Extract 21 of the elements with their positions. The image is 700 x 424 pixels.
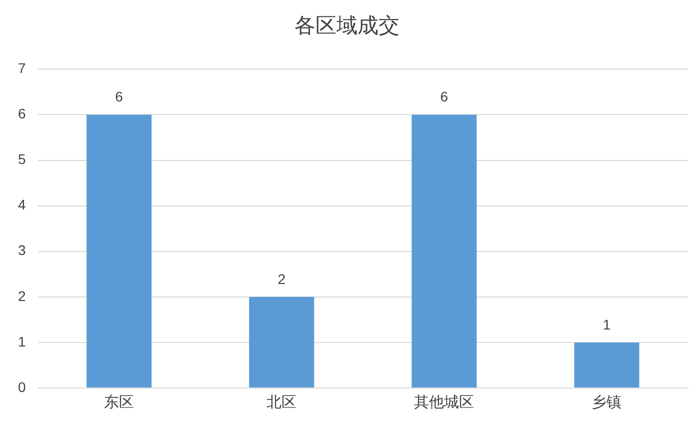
y-tick-label: 3 [18, 242, 26, 258]
y-tick-label: 1 [18, 333, 26, 350]
data-label: 1 [602, 316, 611, 332]
data-label: 6 [440, 88, 448, 105]
y-tick-label: 6 [18, 106, 26, 122]
y-tick-label: 4 [18, 196, 26, 213]
data-label: 6 [115, 88, 124, 105]
bar [412, 114, 477, 388]
y-tick-label: 7 [18, 60, 26, 76]
bar [249, 296, 314, 388]
x-tick-label: 其他城区 [414, 394, 474, 412]
y-tick-label: 5 [18, 151, 26, 168]
bar [574, 342, 640, 388]
x-tick-label: 乡镇 [592, 394, 622, 412]
data-label: 2 [278, 270, 286, 287]
bar [86, 114, 152, 388]
x-tick-label: 北区 [266, 394, 297, 412]
y-tick-label: 2 [18, 288, 26, 304]
x-tick-label: 东区 [104, 394, 134, 412]
y-tick-label: 0 [18, 378, 26, 395]
chart-title: 各区域成交 [294, 14, 400, 38]
